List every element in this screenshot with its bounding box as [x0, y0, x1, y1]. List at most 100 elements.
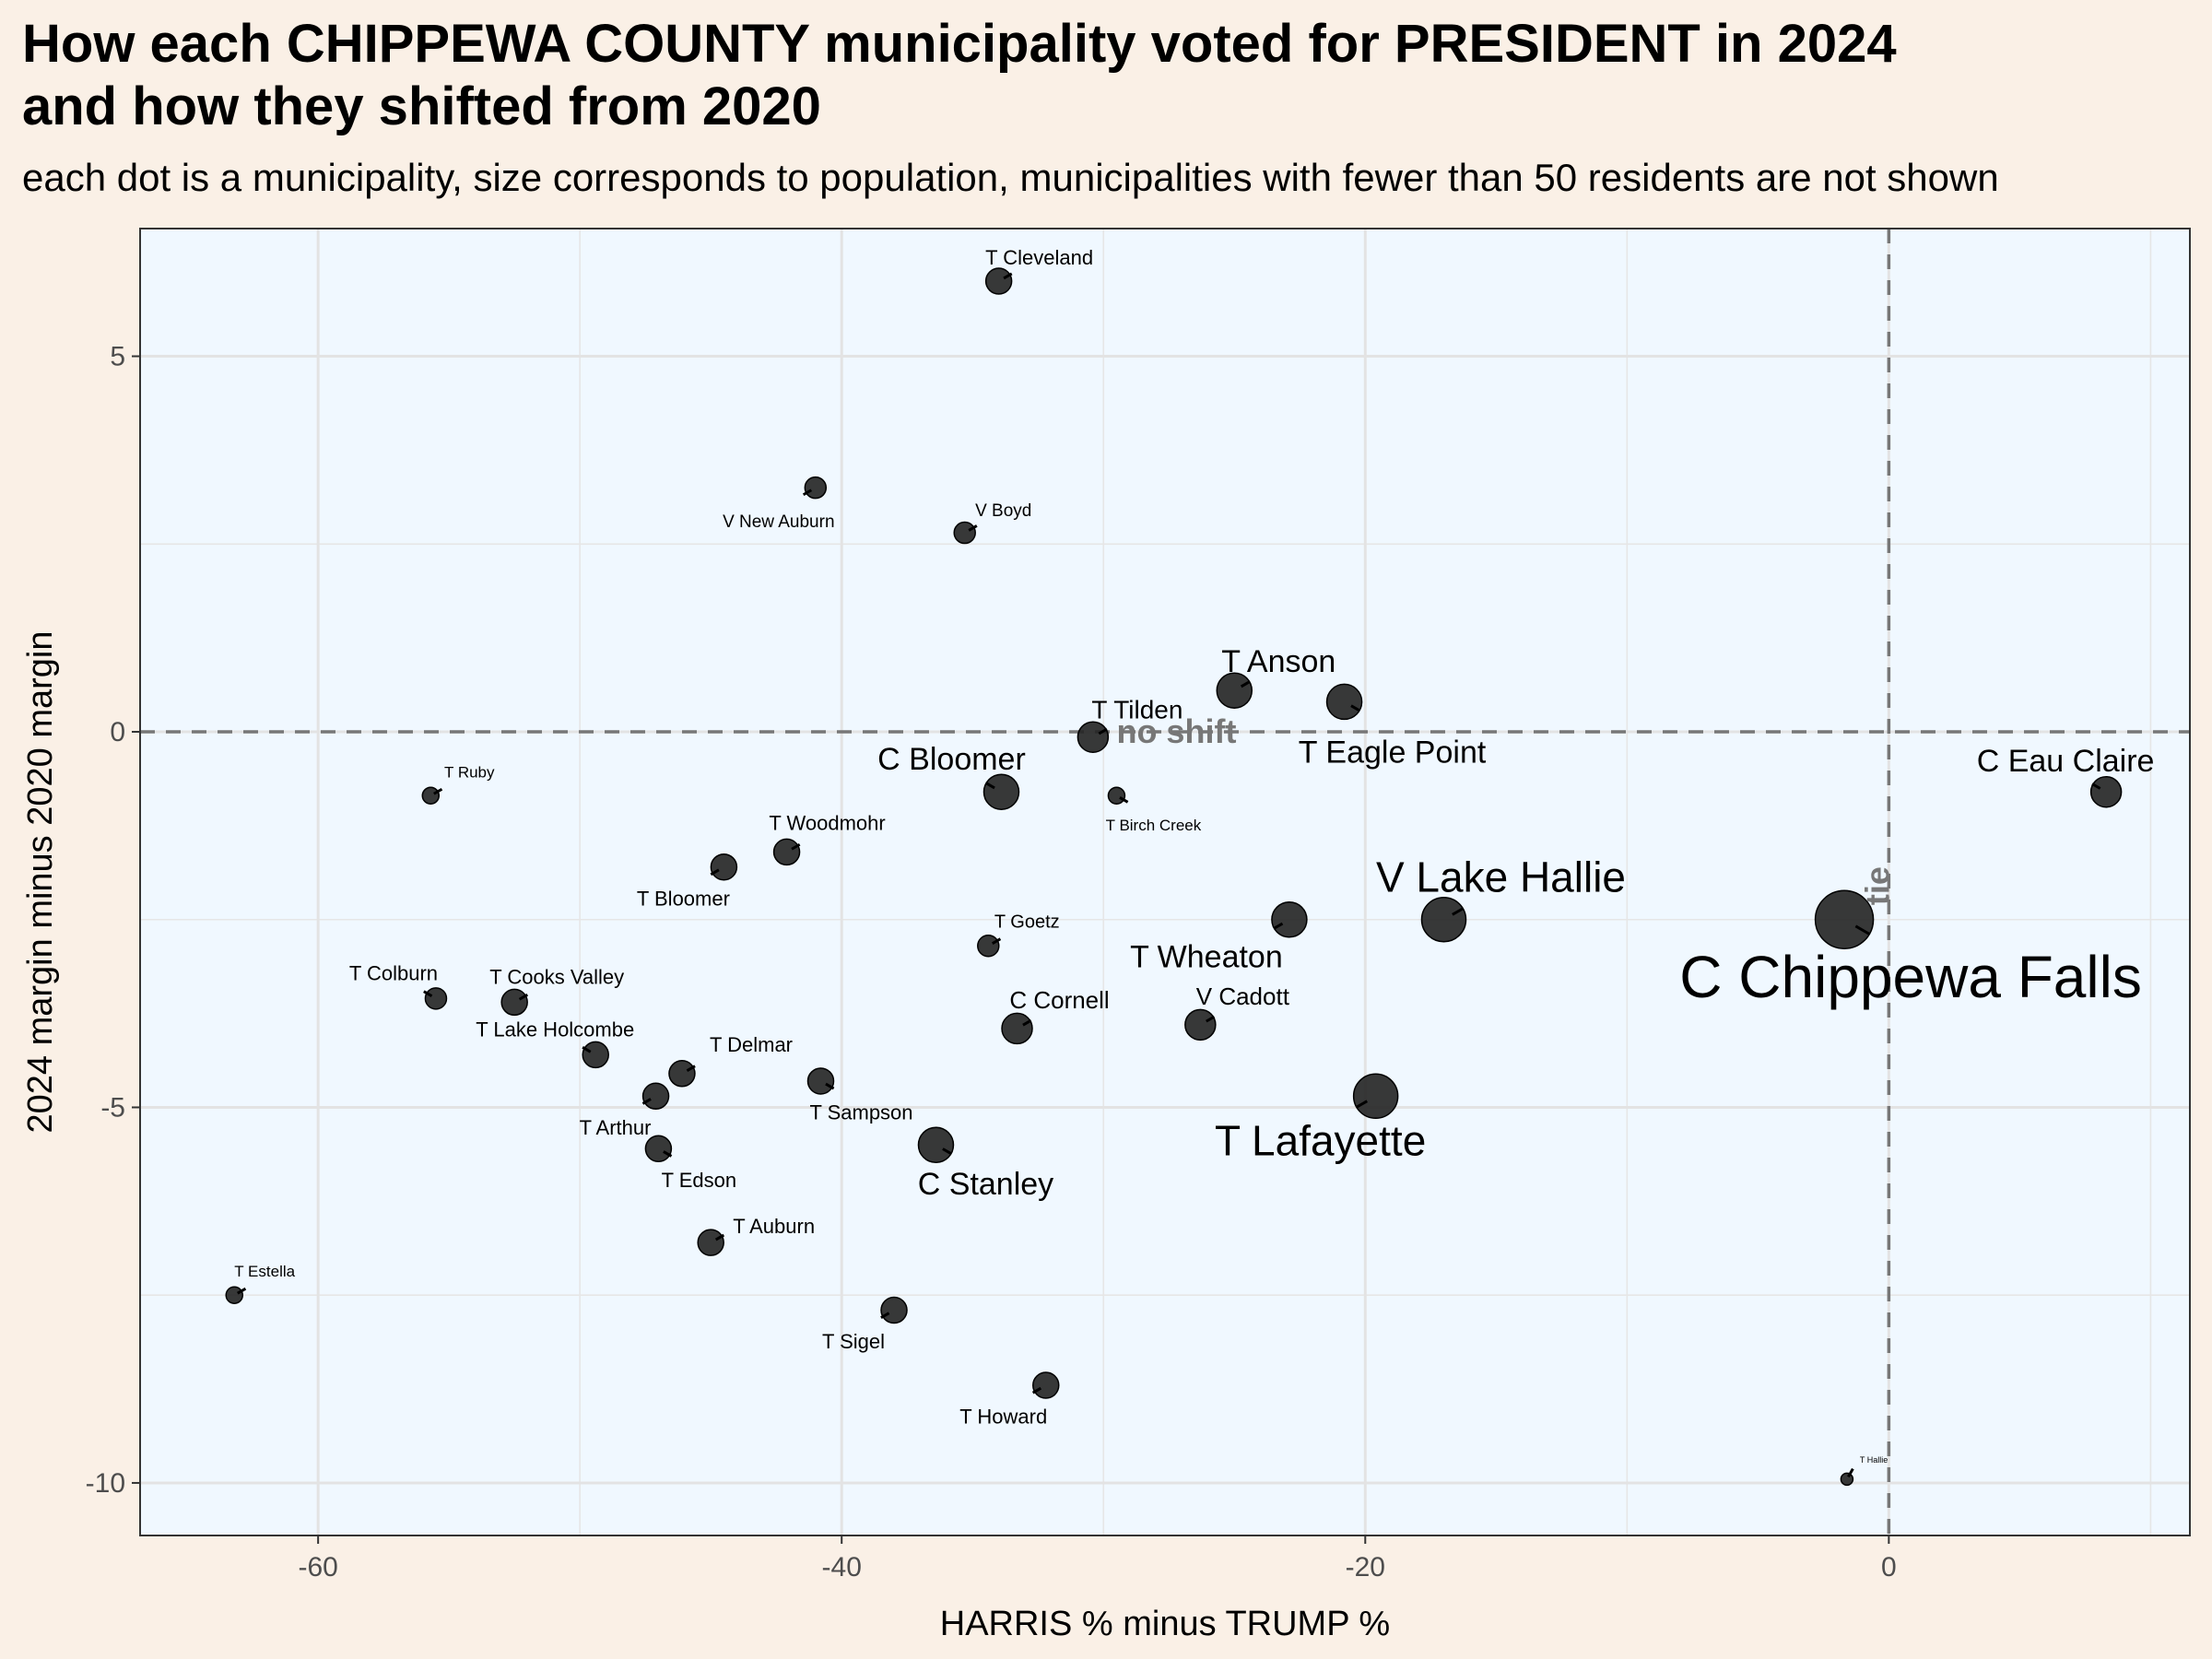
data-point: [424, 987, 448, 1010]
y-tick-label: -5: [100, 1092, 125, 1123]
label-leader: [433, 787, 443, 795]
label-leader: [1273, 922, 1284, 930]
point-label: V Lake Hallie: [1376, 853, 1626, 901]
data-point: [582, 1041, 609, 1069]
point-label: C Cornell: [1009, 986, 1109, 1014]
data-point: [1420, 896, 1467, 943]
label-leader: [710, 868, 720, 877]
x-tick-label: -60: [298, 1552, 337, 1583]
data-point: [697, 1229, 724, 1256]
point-label: T Sampson: [809, 1101, 912, 1124]
label-leader: [2091, 782, 2101, 790]
label-leader: [686, 1065, 696, 1072]
chart-subtitle: each dot is a municipality, size corresp…: [22, 156, 1999, 199]
label-leader: [802, 488, 813, 497]
point-label: T Cleveland: [985, 246, 1093, 269]
data-point: [1325, 683, 1363, 721]
data-point: [917, 1126, 955, 1163]
y-tick-label: 0: [110, 717, 125, 747]
data-point: [1840, 1472, 1854, 1487]
label-leader: [942, 1147, 952, 1156]
tie-label: tie: [1858, 866, 1896, 905]
x-tick-label: -20: [1346, 1552, 1385, 1583]
label-leader: [1240, 680, 1251, 688]
data-point: [1107, 786, 1126, 806]
point-label: V Boyd: [975, 501, 1031, 521]
x-tick-label: 0: [1881, 1552, 1897, 1583]
label-leader: [992, 937, 1002, 945]
label-leader: [1452, 907, 1465, 916]
point-label: T Lafayette: [1215, 1116, 1426, 1164]
label-leader: [518, 993, 529, 1001]
point-label: T Lake Holcombe: [476, 1018, 634, 1041]
point-label: C Stanley: [918, 1167, 1053, 1202]
label-leader: [1119, 796, 1129, 804]
point-label: T Woodmohr: [769, 811, 885, 834]
point-label: T Bloomer: [637, 887, 730, 910]
point-label: T Cooks Valley: [489, 965, 624, 988]
data-point: [880, 1296, 908, 1324]
point-label: T Eagle Point: [1299, 735, 1487, 770]
data-point: [953, 521, 976, 545]
label-leader: [237, 1287, 247, 1295]
data-point: [641, 1082, 670, 1111]
label-leader: [663, 1150, 673, 1158]
point-label: T Birch Creek: [1106, 817, 1202, 834]
chart-title-line-1: How each CHIPPEWA COUNTY municipality vo…: [22, 14, 1897, 74]
data-point: [1001, 1012, 1033, 1045]
data-point: [1077, 721, 1110, 753]
y-axis-title: 2024 margin minus 2020 margin: [21, 631, 60, 1134]
point-label: T Wheaton: [1130, 940, 1283, 975]
point-label: T Arthur: [580, 1116, 652, 1139]
point-label: T Goetz: [994, 912, 1060, 932]
data-point: [772, 838, 801, 866]
chart-title-line-2: and how they shifted from 2020: [22, 76, 821, 136]
data-point: [644, 1135, 673, 1163]
label-leader: [880, 1312, 890, 1319]
chart-title: How each CHIPPEWA COUNTY municipality vo…: [22, 13, 2197, 138]
label-leader: [968, 524, 978, 532]
point-label: C Bloomer: [877, 742, 1026, 777]
point-label: T Howard: [959, 1406, 1047, 1429]
data-point: [806, 1067, 835, 1095]
data-point: [1352, 1073, 1399, 1120]
label-leader: [714, 1233, 725, 1241]
data-point: [1216, 672, 1253, 709]
label-leader: [985, 782, 995, 790]
data-point: [1184, 1008, 1217, 1041]
label-leader: [641, 1098, 652, 1105]
label-leader: [1206, 1015, 1216, 1023]
label-leader: [1031, 1386, 1042, 1394]
label-leader: [1854, 924, 1871, 935]
point-label: T Sigel: [822, 1330, 885, 1353]
data-point: [668, 1060, 696, 1088]
label-leader: [825, 1082, 835, 1090]
label-leader: [582, 1045, 592, 1053]
data-point: [2089, 775, 2123, 808]
data-point: [225, 1286, 244, 1304]
label-leader: [1098, 727, 1108, 735]
point-label: T Colburn: [349, 961, 438, 984]
y-tick-label: 5: [110, 342, 125, 372]
data-point: [977, 935, 1000, 958]
point-label: V Cadott: [1196, 982, 1290, 1010]
point-label: V New Auburn: [723, 512, 834, 532]
label-leader: [791, 842, 801, 851]
plot-panel: [140, 229, 2190, 1535]
no-shift-label: no shift: [1116, 712, 1236, 750]
data-point: [421, 786, 441, 806]
x-tick-label: -40: [822, 1552, 862, 1583]
data-point: [1271, 900, 1308, 938]
point-label: T Ruby: [444, 763, 495, 781]
point-label: T Anson: [1221, 644, 1335, 679]
data-point: [982, 773, 1020, 810]
axes: -60 -40 -20 0 -10 -5 0 5: [86, 342, 1897, 1583]
point-label: C Chippewa Falls: [1679, 944, 2142, 1010]
label-leader: [423, 990, 433, 998]
point-label: T Tilden: [1091, 696, 1182, 724]
data-point: [1814, 889, 1875, 949]
data-point: [710, 853, 738, 881]
plot-border: [139, 228, 2191, 1536]
data-points: T Cleveland V New Auburn V Boyd T Anson T Ea…: [225, 246, 2154, 1487]
